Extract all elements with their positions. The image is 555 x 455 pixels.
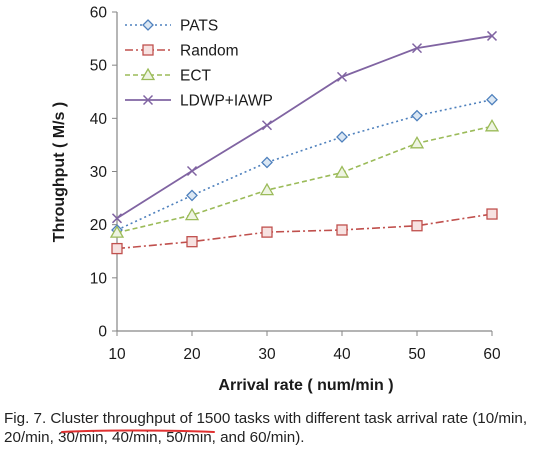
y-tick-label: 10 xyxy=(90,270,108,287)
data-point xyxy=(262,157,272,167)
legend-marker xyxy=(143,20,153,30)
series-ect xyxy=(111,120,498,237)
legend-marker xyxy=(143,45,153,55)
series-ldwp-iawp xyxy=(113,31,497,222)
x-tick-label: 30 xyxy=(258,346,276,363)
data-point xyxy=(487,209,497,219)
series-random xyxy=(112,209,497,254)
y-tick-label: 60 xyxy=(90,5,108,22)
legend-label: PATS xyxy=(180,18,218,35)
y-axis-label: Throughput ( M/s ) xyxy=(51,102,68,242)
series-line xyxy=(117,100,492,230)
data-point xyxy=(487,95,497,105)
y-tick-label: 50 xyxy=(90,58,108,75)
data-point xyxy=(187,190,197,200)
data-point xyxy=(187,237,197,247)
data-point xyxy=(338,72,347,81)
data-point xyxy=(412,221,422,231)
legend: PATS Random ECT LDWP+IAWP xyxy=(125,18,273,110)
data-point xyxy=(188,166,197,175)
x-axis-label: Arrival rate ( num/min ) xyxy=(218,377,393,394)
data-point xyxy=(262,227,272,237)
data-point xyxy=(263,121,272,130)
y-tick-label: 20 xyxy=(90,217,108,234)
x-tick-label: 10 xyxy=(108,346,126,363)
data-point xyxy=(336,167,348,178)
data-point xyxy=(337,225,347,235)
x-tick-label: 60 xyxy=(483,346,501,363)
series-line xyxy=(117,126,492,232)
data-point xyxy=(112,244,122,254)
series-line xyxy=(117,36,492,218)
x-tick-label: 20 xyxy=(183,346,201,363)
legend-label: Random xyxy=(180,43,239,60)
data-point xyxy=(486,120,498,131)
x-tick-label: 40 xyxy=(333,346,351,363)
y-tick-label: 40 xyxy=(90,111,108,128)
legend-label: ECT xyxy=(180,68,212,85)
data-point xyxy=(337,132,347,142)
y-tick-label: 30 xyxy=(90,164,108,181)
y-tick-label: 0 xyxy=(98,324,107,341)
figure-caption: Fig. 7. Cluster throughput of 1500 tasks… xyxy=(4,409,552,447)
x-tick-label: 50 xyxy=(408,346,426,363)
series-layer xyxy=(111,31,498,253)
series-pats xyxy=(112,95,497,235)
data-point xyxy=(412,111,422,121)
legend-label: LDWP+IAWP xyxy=(180,93,273,110)
data-point xyxy=(411,137,423,148)
